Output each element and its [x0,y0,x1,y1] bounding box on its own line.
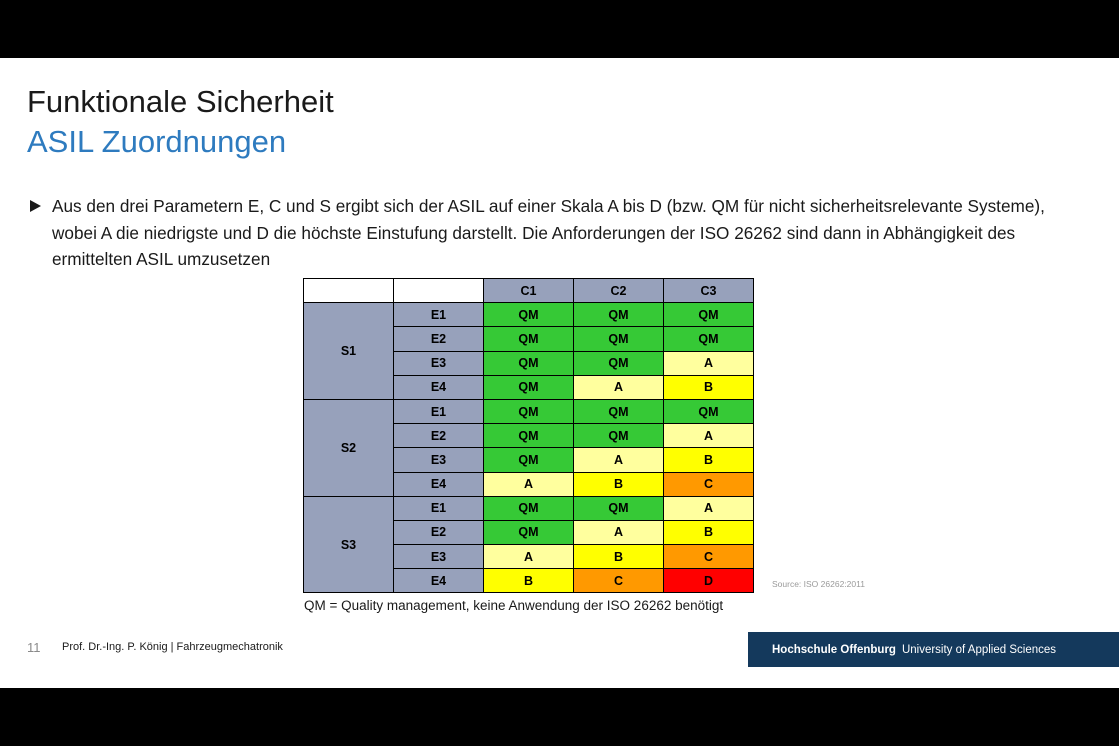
asil-cell: QM [483,374,574,400]
exposure-cell: E1 [393,398,484,425]
table-row: S2 E1 QM QM QM [303,398,754,497]
asil-cell: A [483,471,574,497]
asil-cell: A [663,350,754,376]
table-row: E3 QM QM A [304,350,754,376]
asil-cell: C [663,471,754,497]
exposure-cell: E3 [393,447,484,473]
asil-cell: A [573,447,664,473]
exposure-cell: E3 [393,350,484,376]
asil-cell: QM [573,423,664,449]
brand-subtitle: University of Applied Sciences [901,643,1057,656]
asil-cell: B [573,544,664,570]
slide-subtitle: ASIL Zuordnungen [27,124,287,159]
asil-cell: A [663,423,754,449]
page-number: 11 [27,640,41,655]
table-row: E2 QM A B [304,519,754,546]
asil-cell: QM [573,398,664,425]
column-header: C1 [483,277,574,304]
asil-cell: QM [483,326,574,352]
slide: Funktionale Sicherheit ASIL Zuordnungen … [0,58,1119,688]
asil-cell: QM [483,423,574,449]
exposure-cell: E4 [393,374,484,400]
brand-name: Hochschule Offenburg [772,643,896,656]
exposure-cell: E4 [393,568,484,594]
asil-cell: A [663,495,754,521]
footer-author: Prof. Dr.-Ing. P. König | Fahrzeugmechat… [62,641,283,653]
asil-cell: B [573,471,664,497]
asil-cell: A [573,519,664,546]
asil-cell: B [663,374,754,400]
asil-cell: QM [663,398,754,425]
severity-cell: S1 [303,302,394,400]
exposure-cell: E4 [393,471,484,497]
header-blank-cell [303,277,394,304]
bullet-text: Aus den drei Parametern E, C und S ergib… [52,196,1045,269]
header-blank-cell [393,277,484,304]
table-row: E4 B C D [304,568,754,594]
exposure-cell: E3 [393,544,484,570]
asil-cell: QM [573,350,664,376]
table-header-row: C1 C2 C3 [303,277,754,304]
asil-cell: QM [483,495,574,521]
table-row: S1 E1 QM QM QM [303,302,754,400]
asil-cell: D [663,568,754,594]
asil-cell: QM [663,326,754,352]
column-header: C3 [663,277,754,304]
exposure-cell: E1 [393,495,484,521]
asil-cell: B [663,447,754,473]
table-row: E2 QM QM A [304,423,754,449]
table-row: E4 A B C [304,471,754,497]
asil-cell: QM [483,302,574,328]
asil-cell: C [663,544,754,570]
asil-cell: QM [483,447,574,473]
bullet-triangle-icon [30,200,41,212]
exposure-cell: E2 [393,519,484,546]
asil-cell: B [663,519,754,546]
asil-cell: QM [573,495,664,521]
exposure-cell: E1 [393,302,484,328]
exposure-cell: E2 [393,423,484,449]
university-brand-bar: Hochschule Offenburg University of Appli… [748,632,1119,667]
bullet-point: Aus den drei Parametern E, C und S ergib… [30,193,1070,273]
asil-cell: B [483,568,574,594]
severity-cell: S3 [303,495,394,594]
exposure-cell: E2 [393,326,484,352]
table-caption: QM = Quality management, keine Anwendung… [304,598,724,613]
source-note: Source: ISO 26262:2011 [772,579,865,589]
asil-cell: QM [483,398,574,425]
column-header: C2 [573,277,664,304]
table-row: E3 QM A B [304,447,754,473]
table-row: E2 QM QM QM [304,326,754,352]
asil-cell: QM [483,519,574,546]
asil-table: C1 C2 C3 S1 E1 QM QM QM E2 QM QM QM E3 QM QM A E4 QM A B S2 E… [303,277,754,594]
asil-cell: QM [483,350,574,376]
table-row: E3 A B C [304,544,754,570]
asil-cell: A [483,544,574,570]
asil-cell: C [573,568,664,594]
table-row: S3 E1 QM QM A [303,495,754,594]
asil-cell: QM [573,302,664,328]
asil-cell: QM [663,302,754,328]
severity-cell: S2 [303,398,394,497]
asil-cell: QM [573,326,664,352]
asil-cell: A [573,374,664,400]
slide-title: Funktionale Sicherheit [27,84,334,119]
